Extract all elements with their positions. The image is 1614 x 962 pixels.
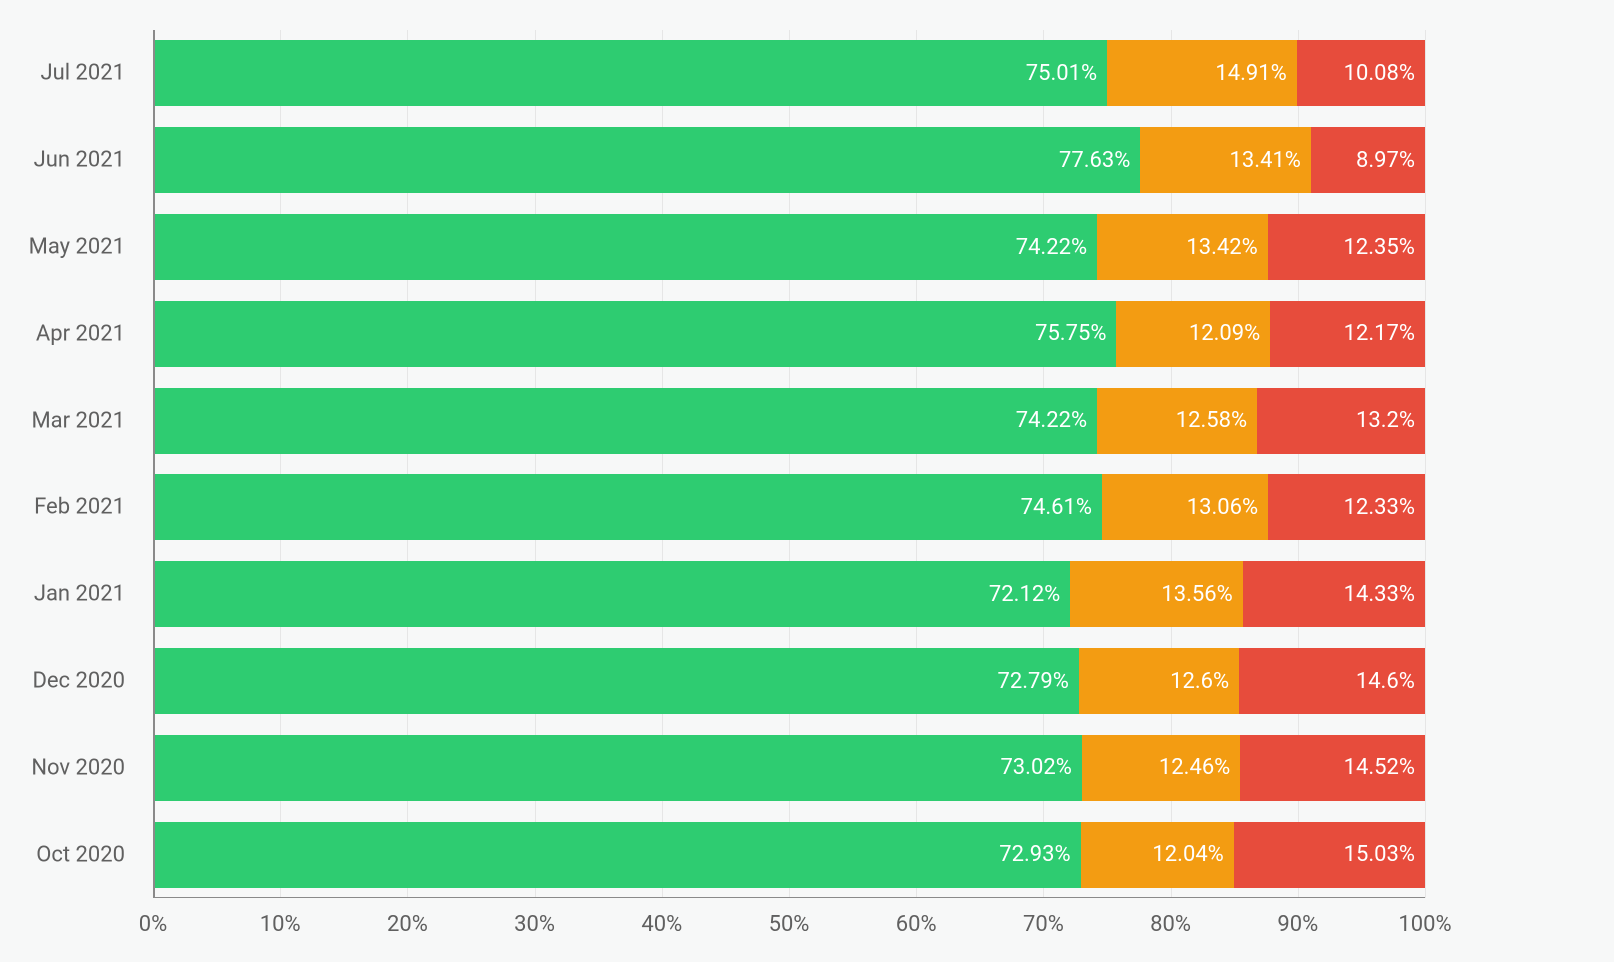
bar-segment: 13.2% xyxy=(1257,388,1425,454)
x-axis-tick-label: 60% xyxy=(896,898,937,937)
bar-segment: 13.56% xyxy=(1070,561,1242,627)
bar-segment: 12.35% xyxy=(1268,214,1425,280)
y-axis-tick-label: Apr 2021 xyxy=(36,321,153,346)
bar-segment: 74.22% xyxy=(153,388,1097,454)
bar-segment: 72.79% xyxy=(153,648,1079,714)
bar-segment: 77.63% xyxy=(153,127,1140,193)
grid-line xyxy=(1425,30,1426,898)
bar-segment-label: 12.09% xyxy=(1189,321,1270,346)
bar-segment: 72.12% xyxy=(153,561,1070,627)
y-axis-tick-label: May 2021 xyxy=(29,235,153,260)
x-axis-tick-label: 0% xyxy=(139,898,167,937)
bar-segment-label: 13.42% xyxy=(1186,235,1267,260)
x-axis-tick-label: 90% xyxy=(1277,898,1318,937)
bar-segment-label: 72.12% xyxy=(989,582,1070,607)
bar-row: 75.01% 14.91% 10.08% xyxy=(153,40,1425,106)
bar-row: 72.79% 12.6% 14.6% xyxy=(153,648,1425,714)
bar-segment: 13.42% xyxy=(1097,214,1268,280)
y-axis-tick-label: Nov 2020 xyxy=(31,755,153,780)
bar-segment: 74.61% xyxy=(153,474,1102,540)
bar-row: 75.75% 12.09% 12.17% xyxy=(153,301,1425,367)
bar-segment: 73.02% xyxy=(153,735,1082,801)
bar-segment: 14.52% xyxy=(1240,735,1425,801)
bar-segment-label: 72.79% xyxy=(998,669,1079,694)
bar-segment: 13.41% xyxy=(1140,127,1311,193)
bar-segment: 15.03% xyxy=(1234,822,1425,888)
x-axis-tick-label: 80% xyxy=(1150,898,1191,937)
y-axis-tick-label: Oct 2020 xyxy=(36,842,153,867)
bar-row: 72.93% 12.04% 15.03% xyxy=(153,822,1425,888)
bar-segment-label: 74.22% xyxy=(1016,235,1097,260)
bar-segment-label: 73.02% xyxy=(1000,755,1081,780)
bar-segment-label: 14.6% xyxy=(1356,669,1425,694)
bar-segment-label: 12.17% xyxy=(1344,321,1425,346)
bar-segment-label: 13.06% xyxy=(1187,495,1268,520)
x-axis-tick-label: 40% xyxy=(641,898,682,937)
bar-segment-label: 72.93% xyxy=(999,842,1080,867)
bar-segment-label: 15.03% xyxy=(1344,842,1425,867)
bar-segment: 8.97% xyxy=(1311,127,1425,193)
bar-segment: 12.58% xyxy=(1097,388,1257,454)
bar-segment-label: 8.97% xyxy=(1356,148,1425,173)
x-axis-tick-label: 50% xyxy=(769,898,810,937)
bar-segment: 10.08% xyxy=(1297,40,1425,106)
bar-segment: 12.09% xyxy=(1116,301,1270,367)
bar-row: 74.61% 13.06% 12.33% xyxy=(153,474,1425,540)
bar-row: 74.22% 13.42% 12.35% xyxy=(153,214,1425,280)
bar-segment-label: 75.01% xyxy=(1026,61,1107,86)
x-axis-tick-label: 30% xyxy=(514,898,555,937)
bar-segment-label: 75.75% xyxy=(1035,321,1116,346)
bar-row: 74.22% 12.58% 13.2% xyxy=(153,388,1425,454)
bar-segment: 12.33% xyxy=(1268,474,1425,540)
bar-segment: 74.22% xyxy=(153,214,1097,280)
x-axis-line xyxy=(153,897,1425,898)
bar-segment: 14.91% xyxy=(1107,40,1297,106)
bar-row: 73.02% 12.46% 14.52% xyxy=(153,735,1425,801)
x-axis-tick-label: 20% xyxy=(387,898,428,937)
stacked-bar-chart: 0% 10% 20% 30% 40% 50% 60% 70% 80% 90% 100% Jul 202… xyxy=(0,0,1614,962)
bar-row: 77.63% 13.41% 8.97% xyxy=(153,127,1425,193)
bar-segment-label: 77.63% xyxy=(1059,148,1140,173)
bar-segment-label: 74.61% xyxy=(1021,495,1102,520)
y-axis-tick-label: Jan 2021 xyxy=(34,582,153,607)
bar-segment-label: 12.35% xyxy=(1343,235,1424,260)
bar-segment-label: 12.46% xyxy=(1159,755,1240,780)
x-axis-tick-label: 10% xyxy=(260,898,301,937)
y-axis-tick-label: Jul 2021 xyxy=(40,61,153,86)
bar-segment: 75.01% xyxy=(153,40,1107,106)
x-axis-tick-label: 100% xyxy=(1398,898,1451,937)
bar-segment-label: 13.56% xyxy=(1161,582,1242,607)
bar-segment: 12.04% xyxy=(1081,822,1234,888)
bar-segment-label: 12.6% xyxy=(1170,669,1239,694)
y-axis-tick-label: Dec 2020 xyxy=(32,669,153,694)
x-axis-tick-label: 70% xyxy=(1023,898,1064,937)
bar-segment: 13.06% xyxy=(1102,474,1268,540)
bar-segment: 14.6% xyxy=(1239,648,1425,714)
bar-segment-label: 12.04% xyxy=(1152,842,1233,867)
y-axis-tick-label: Feb 2021 xyxy=(34,495,153,520)
y-axis-line xyxy=(153,30,155,898)
bar-segment: 75.75% xyxy=(153,301,1116,367)
bar-segment: 12.17% xyxy=(1270,301,1425,367)
bar-segment-label: 12.33% xyxy=(1344,495,1425,520)
bar-segment: 12.46% xyxy=(1082,735,1240,801)
plot-area: 0%10%20%30%40%50%60%70%80%90%100%Jul 202… xyxy=(153,30,1425,898)
bar-segment-label: 12.58% xyxy=(1176,408,1257,433)
bar-segment: 14.33% xyxy=(1243,561,1425,627)
y-axis-tick-label: Jun 2021 xyxy=(34,148,153,173)
bar-row: 72.12% 13.56% 14.33% xyxy=(153,561,1425,627)
bar-segment-label: 74.22% xyxy=(1016,408,1097,433)
y-axis-tick-label: Mar 2021 xyxy=(31,408,153,433)
bar-segment-label: 13.41% xyxy=(1230,148,1311,173)
bar-segment-label: 14.33% xyxy=(1344,582,1425,607)
bar-segment: 12.6% xyxy=(1079,648,1239,714)
bar-segment: 72.93% xyxy=(153,822,1081,888)
bar-segment-label: 10.08% xyxy=(1344,61,1425,86)
bar-segment-label: 14.91% xyxy=(1215,61,1296,86)
bar-segment-label: 13.2% xyxy=(1356,408,1425,433)
bar-segment-label: 14.52% xyxy=(1344,755,1425,780)
